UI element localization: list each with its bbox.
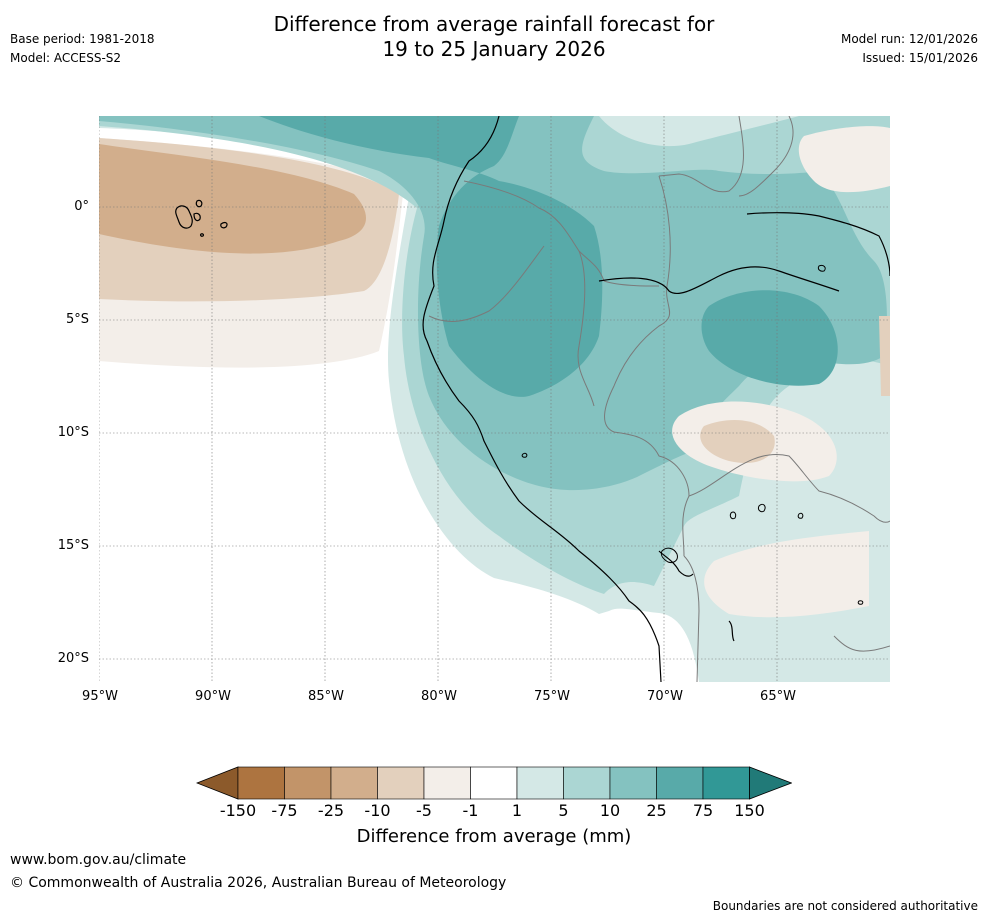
map-gridlines (99, 116, 890, 682)
colorbar-swatch (284, 766, 332, 800)
colorbar-swatch (563, 766, 611, 800)
colorbar-tick: 5 (558, 801, 569, 820)
colorbar-tick: 75 (692, 801, 714, 820)
dry-anomaly-north-east (798, 126, 890, 193)
coastline (422, 116, 890, 682)
colorbar-swatch (237, 766, 285, 800)
colorbar-tick: 1 (511, 801, 523, 820)
colorbar-title: Difference from average (mm) (356, 826, 632, 847)
base-period: Base period: 1981-2018 (10, 32, 155, 46)
title-line-2: 19 to 25 January 2026 (382, 37, 606, 61)
lon-label-80w: 80°W (421, 689, 457, 704)
lon-label-85w: 85°W (308, 689, 344, 704)
lon-label-95w: 95°W (82, 689, 118, 704)
colorbar-tick: -150 (219, 801, 257, 820)
galapagos-islands (175, 199, 228, 237)
inland-lakes (521, 265, 864, 605)
meta-left: Base period: 1981-2018 Model: ACCESS-S2 (10, 30, 155, 68)
meta-right: Model run: 12/01/2026 Issued: 15/01/2026 (841, 30, 978, 68)
colorbar-tick: -5 (416, 801, 432, 820)
colorbar-tick: 10 (599, 801, 621, 820)
lon-label-70w: 70°W (647, 689, 683, 704)
colorbar-swatch (470, 766, 518, 800)
colorbar-swatch (330, 766, 378, 800)
lat-label-20s: 20°S (57, 651, 89, 666)
dry-anomaly-ocean-strong (99, 144, 366, 254)
lat-label-15s: 15°S (57, 538, 89, 553)
rainfall-anomaly-map (99, 116, 890, 682)
colorbar-tick: 150 (734, 801, 765, 820)
dry-anomaly-east-edge (879, 316, 890, 396)
lon-label-90w: 90°W (195, 689, 231, 704)
colorbar-tick: -75 (271, 801, 298, 820)
model-run: Model run: 12/01/2026 (840, 32, 978, 46)
colorbar-swatch (656, 766, 704, 800)
colorbar-tick: -25 (317, 801, 345, 820)
issued-date: Issued: 15/01/2026 (862, 51, 978, 65)
dry-anomaly-inland-medium (700, 420, 775, 464)
colorbar-arrow-left (196, 766, 239, 800)
footer-disclaimer: Boundaries are not considered authoritat… (712, 899, 978, 913)
map-canvas (99, 116, 890, 682)
colorbar-swatch (702, 766, 750, 800)
title-line-1: Difference from average rainfall forecas… (273, 12, 715, 36)
colorbar-swatch (609, 766, 657, 800)
colorbar-swatch (377, 766, 425, 800)
dry-anomaly-south-east (704, 531, 869, 618)
footer-copyright: © Commonwealth of Australia 2026, Austra… (10, 875, 507, 891)
colorbar-tick: -1 (462, 801, 479, 820)
colorbar-swatch (516, 766, 564, 800)
wet-anomaly-25-75-east (701, 290, 838, 386)
colorbar-arrow-right (749, 766, 792, 800)
model-name: Model: ACCESS-S2 (10, 51, 122, 65)
wet-anomaly-25-75-west (259, 116, 603, 397)
lon-label-65w: 65°W (760, 689, 796, 704)
colorbar-swatch (423, 766, 471, 800)
lat-label-5s: 5°S (65, 312, 89, 327)
colorbar-tick: -10 (364, 801, 391, 820)
country-borders (428, 116, 890, 682)
colorbar-tick: 25 (646, 801, 667, 820)
lat-label-10s: 10°S (57, 425, 89, 440)
lat-label-0: 0° (74, 199, 89, 214)
lon-label-75w: 75°W (534, 689, 570, 704)
map-title: Difference from average rainfall forecas… (0, 12, 988, 62)
footer-website: www.bom.gov.au/climate (10, 852, 187, 868)
colorbar (196, 766, 792, 800)
